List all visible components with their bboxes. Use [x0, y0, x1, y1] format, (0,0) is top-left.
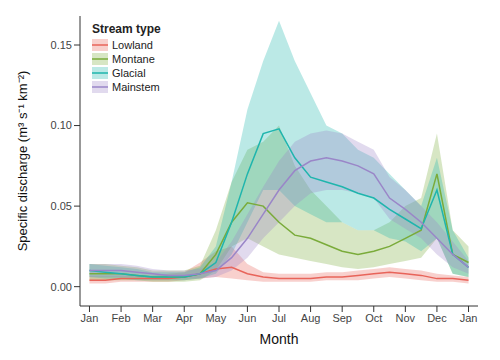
html-text:Mainstem: Mainstem: [112, 81, 160, 93]
svg-text:Jan: Jan: [81, 312, 99, 324]
html-text:Montane: Montane: [112, 53, 155, 65]
svg-text:Mar: Mar: [143, 312, 162, 324]
html-text:Stream type: Stream type: [92, 22, 161, 36]
html-text:Lowland: Lowland: [112, 39, 153, 51]
svg-text:0.05: 0.05: [51, 200, 72, 212]
svg-text:May: May: [205, 312, 226, 324]
svg-text:Specific discharge (m³ s⁻¹ km⁻: Specific discharge (m³ s⁻¹ km⁻²): [15, 71, 30, 252]
svg-text:Dec: Dec: [427, 312, 447, 324]
svg-text:Jan: Jan: [460, 312, 478, 324]
svg-text:Month: Month: [260, 331, 299, 347]
svg-text:Jun: Jun: [239, 312, 257, 324]
svg-text:Oct: Oct: [365, 312, 382, 324]
svg-text:Nov: Nov: [396, 312, 416, 324]
svg-text:0.10: 0.10: [51, 119, 72, 131]
svg-text:0.00: 0.00: [51, 281, 72, 293]
svg-text:Apr: Apr: [176, 312, 193, 324]
html-text:Glacial: Glacial: [112, 67, 146, 79]
svg-text:Aug: Aug: [301, 312, 321, 324]
svg-text:Feb: Feb: [112, 312, 131, 324]
svg-text:0.15: 0.15: [51, 39, 72, 51]
svg-text:Sep: Sep: [332, 312, 352, 324]
svg-text:Jul: Jul: [272, 312, 286, 324]
